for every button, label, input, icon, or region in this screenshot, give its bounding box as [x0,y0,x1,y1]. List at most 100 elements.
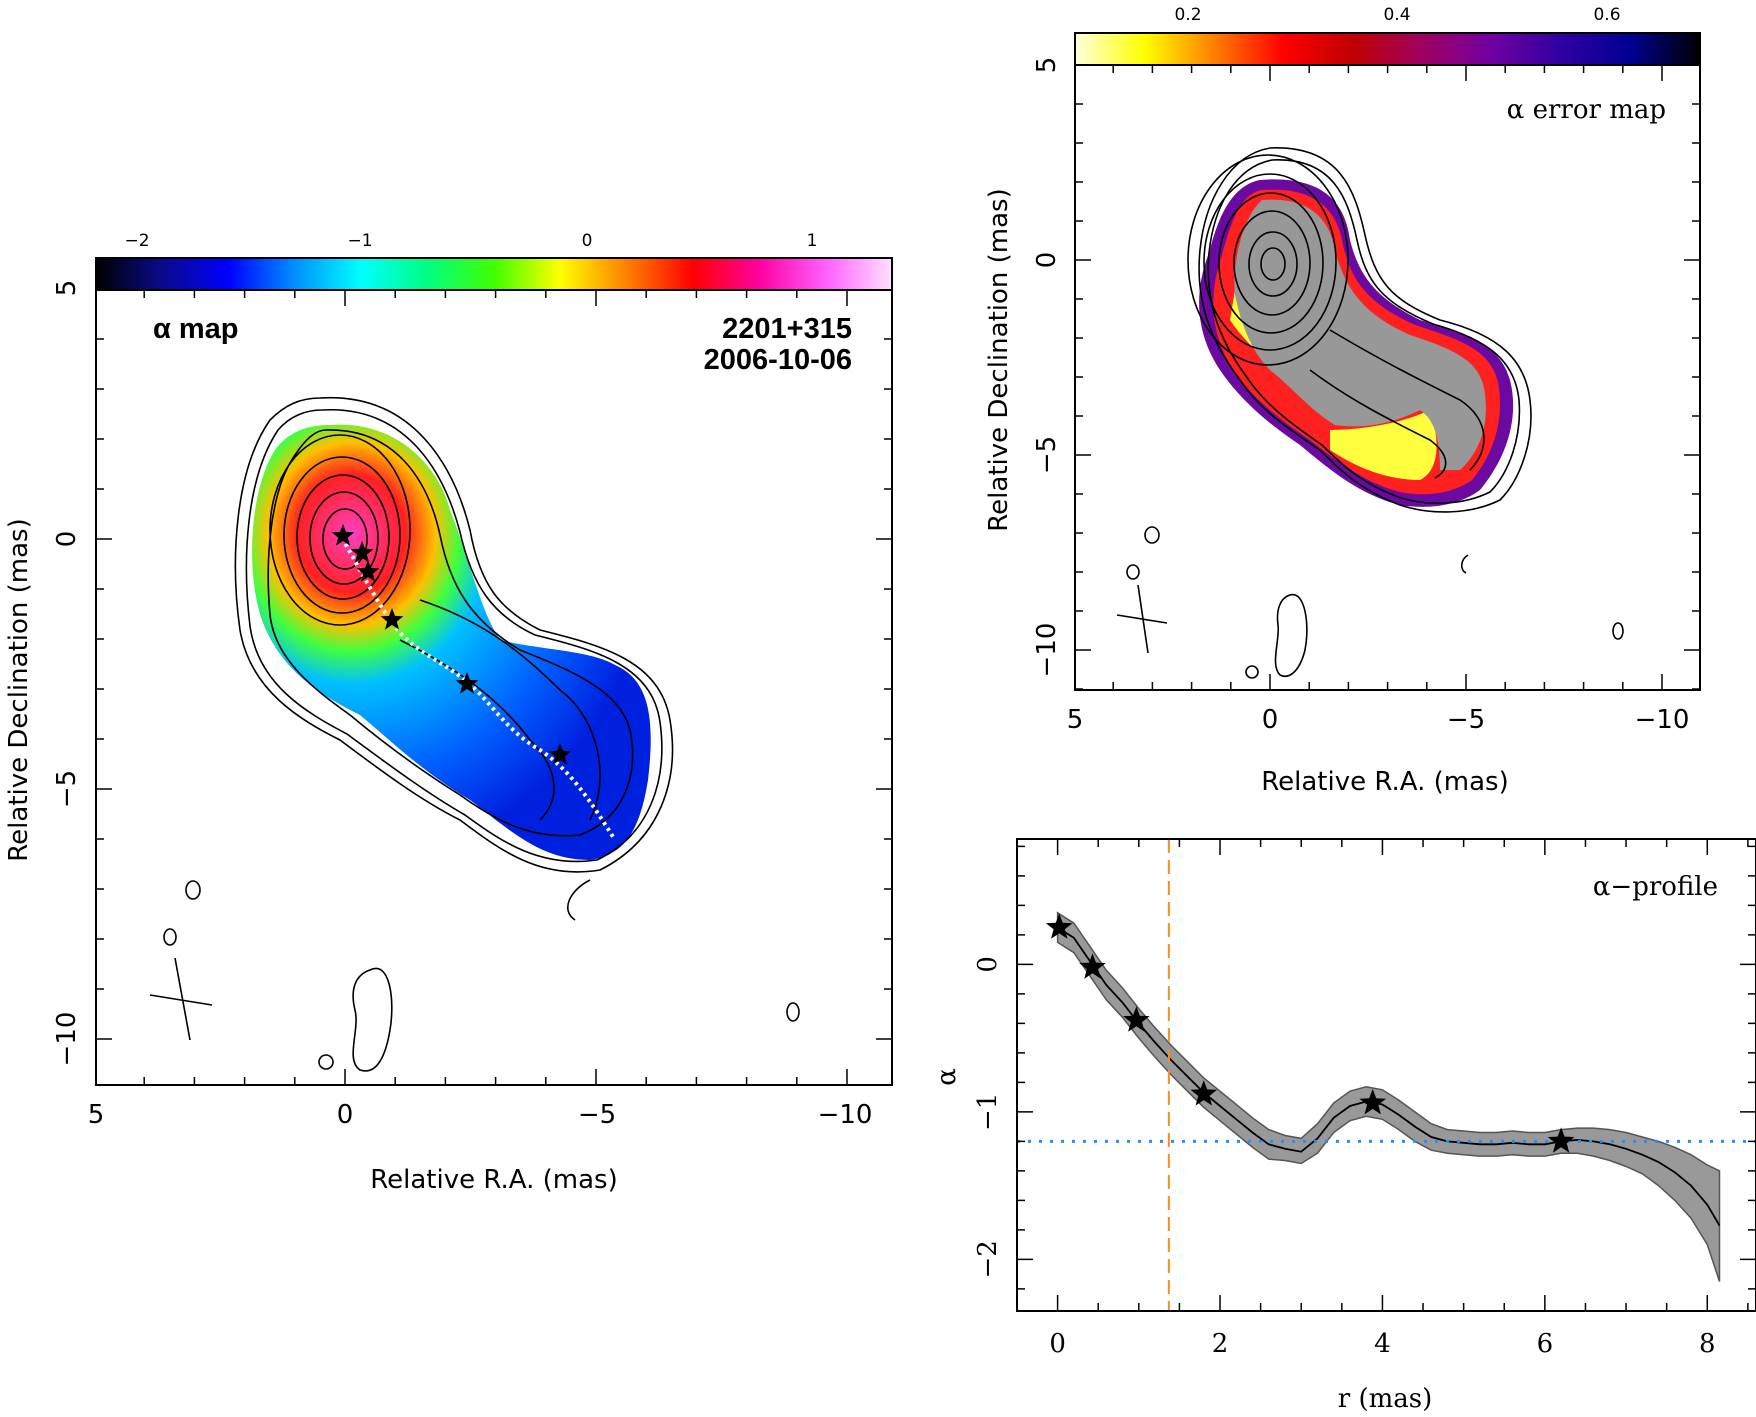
profile-axis-ticks [1016,839,1756,1311]
contour [163,928,177,946]
alpha-map-xtick: −5 [578,1100,616,1130]
alpha-cb-tick: −2 [124,231,149,251]
alpha-map-stars [331,524,572,765]
profile-xtick: 0 [1049,1329,1066,1359]
contour [352,967,393,1072]
alpha-map-xtick: 0 [337,1100,354,1130]
ridge-star [350,541,374,563]
alpha-map-image [252,424,651,860]
ridge-star [380,608,404,630]
ridge-star [548,743,572,765]
ridge-star [356,560,380,582]
alpha-map-ytick: −10 [52,1012,82,1067]
profile-star [1045,913,1073,939]
alpha-cb-tick: −1 [347,231,372,251]
contour [1260,247,1286,281]
alpha-map-ytick: 5 [52,280,82,297]
contour [245,409,663,863]
beam-cross [1116,584,1168,654]
error-cb-tick: 0.6 [1593,5,1620,25]
alpha-map-xlabel: Relative R.A. (mas) [370,1165,617,1195]
error-map-panel: 0.2 0.4 0.6 [984,5,1701,797]
ridge-star [455,672,479,694]
error-map-axis-ticks [1075,64,1700,690]
alpha-colorbar-ticks: −2 −1 0 1 [124,231,817,251]
observation-date: 2006-10-06 [704,344,852,376]
profile-star [1123,1006,1150,1032]
error-cb-tick: 0.4 [1383,5,1410,25]
profile-star [1079,953,1106,979]
contour [267,429,634,837]
contour [322,508,368,570]
error-map-contours [1126,147,1624,679]
alpha-cb-tick: 0 [582,231,593,251]
error-map-ylabel: Relative Declination (mas) [984,188,1014,531]
profile-star [1359,1089,1386,1115]
alpha-profile-panel: 0 2 4 6 8 0 −1 −2 α−profile r (mas) α [932,838,1756,1414]
contour [318,1054,334,1070]
contour [1218,192,1324,334]
contour [1144,526,1160,544]
ridge-star [331,524,355,546]
contour [1329,329,1485,471]
alpha-map-axis-ticks [96,290,892,1085]
error-map-label: α error map [1507,95,1666,125]
contour [567,879,591,921]
contour [1248,231,1298,297]
profile-tick-labels: 0 2 4 6 8 0 −1 −2 [973,956,1716,1359]
profile-xtick: 6 [1537,1329,1554,1359]
error-map-xtick: 0 [1262,705,1279,735]
contour [1187,154,1349,366]
error-map-xtick: −5 [1447,705,1485,735]
error-map-ytick: 0 [1032,252,1062,269]
contour [1309,369,1447,479]
alpha-cb-tick: 1 [807,231,818,251]
contour [1245,665,1259,679]
contour [1203,173,1337,351]
error-map-ytick: −10 [1032,623,1062,678]
contour [234,397,674,873]
contour [309,491,379,585]
profile-star [1547,1127,1575,1153]
source-name: 2201+315 [722,313,852,345]
error-map-xlabel: Relative R.A. (mas) [1261,767,1508,797]
contour [1198,147,1532,513]
profile-frame [1016,838,1756,1312]
contour [1460,554,1469,574]
error-map-xtick: −10 [1635,705,1690,735]
profile-stars [1045,913,1575,1153]
beam-axis [149,994,213,1006]
contour [1233,210,1311,316]
contour [786,1002,800,1022]
error-colorbar [1074,32,1701,66]
error-map-yellow [1330,410,1437,480]
profile-ylabel: α [932,1068,962,1086]
error-map-ytick: −5 [1032,436,1062,474]
beam-axis [1116,614,1168,624]
contour [1207,159,1521,504]
beam-axis [174,957,191,1041]
profile-line [1057,926,1721,1226]
alpha-map-contours [163,397,800,1072]
alpha-map-ytick: 0 [52,531,82,548]
profile-label: α−profile [1593,872,1718,902]
alpha-map-ylabel: Relative Declination (mas) [4,518,34,861]
profile-star [1190,1080,1218,1106]
contour [269,434,411,626]
error-cb-tick: 0.2 [1174,5,1201,25]
contour [185,880,201,900]
profile-ytick: 0 [973,956,1003,973]
alpha-map-ytick: −5 [52,770,82,808]
alpha-map-xtick: 5 [88,1100,105,1130]
alpha-map-xtick: −10 [818,1100,873,1130]
profile-xtick: 4 [1374,1329,1391,1359]
error-map-xtick: 5 [1067,705,1084,735]
alpha-map-panel: −2 −1 0 1 [4,231,893,1195]
alpha-map-frame [95,289,893,1086]
profile-error-band [1056,911,1721,1282]
profile-ytick: −2 [973,1240,1003,1278]
contour [1612,622,1624,640]
profile-ytick: −1 [973,1093,1003,1131]
alpha-map-label: α map [153,313,239,345]
